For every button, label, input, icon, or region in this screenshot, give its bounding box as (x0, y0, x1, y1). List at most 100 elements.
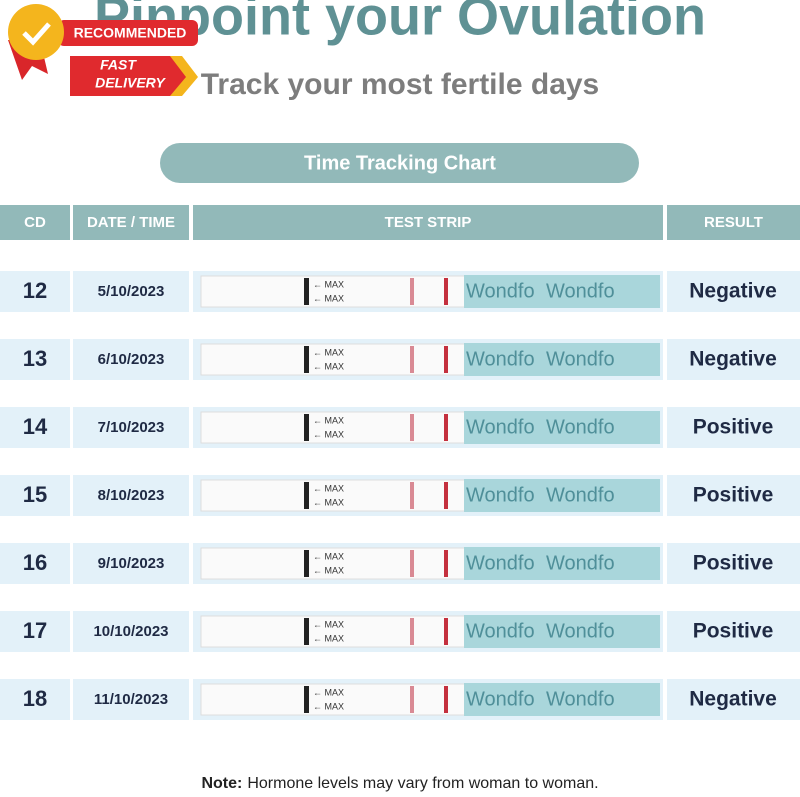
result: Negative (689, 688, 777, 711)
control-line (444, 686, 448, 713)
brand: Wondfo (466, 620, 535, 642)
badges: RECOMMENDED FAST DELIVERY (8, 4, 198, 96)
row-cell (73, 611, 189, 652)
row-cell (73, 543, 189, 584)
brand: Wondfo (466, 552, 535, 574)
strip-bar (304, 686, 309, 713)
row-cell (0, 407, 70, 448)
strip-max: ← MAX (313, 429, 344, 439)
cd: 15 (23, 482, 47, 507)
check (22, 22, 51, 46)
strip-max: ← MAX (313, 701, 344, 711)
brand: Wondfo (466, 348, 535, 370)
control-line (444, 346, 448, 373)
strip-max: ← MAX (313, 619, 344, 629)
strip-max: ← MAX (313, 293, 344, 303)
result: Positive (693, 552, 774, 575)
header-text: DATE / TIME (87, 214, 175, 231)
brand: Wondfo (466, 416, 535, 438)
strip-white (200, 615, 467, 648)
control-line (444, 278, 448, 305)
date: 7/10/2023 (98, 419, 165, 436)
strip-bar (304, 550, 309, 577)
result: Negative (689, 280, 777, 303)
delivery-arrow (70, 56, 196, 96)
badge-text: RECOMMENDED (74, 25, 187, 41)
strip-white (200, 547, 467, 580)
chart-title-pill (160, 143, 639, 183)
cd: 16 (23, 550, 47, 575)
brand: Wondfo (546, 552, 615, 574)
strip-bar (304, 482, 309, 509)
brand: Wondfo (546, 416, 615, 438)
brand: Wondfo (546, 280, 615, 302)
row-cell (667, 679, 800, 720)
result: Positive (693, 620, 774, 643)
date: 6/10/2023 (98, 351, 165, 368)
strip-max: ← MAX (313, 361, 344, 371)
strip-blue (464, 547, 660, 580)
strip-bar (304, 278, 309, 305)
cd: 14 (23, 414, 48, 439)
test-line (410, 482, 414, 509)
note: Note: Hormone levels may vary from woman … (201, 775, 598, 792)
control-line (444, 482, 448, 509)
header-cell (667, 205, 800, 240)
row-cell (0, 611, 70, 652)
control-line (444, 414, 448, 441)
cd: 12 (23, 278, 47, 303)
cd: 13 (23, 346, 47, 371)
date: 9/10/2023 (98, 555, 165, 572)
strip-max: ← MAX (313, 497, 344, 507)
table: CD DATE / TIME TEST STRIP RESULT 12 5/10/2023… (0, 205, 800, 720)
result: Positive (693, 484, 774, 507)
row-cell (0, 475, 70, 516)
test-line (410, 550, 414, 577)
strip-max: ← MAX (313, 687, 344, 697)
subtitle: Track your most fertile days (201, 68, 600, 101)
strip-blue (464, 479, 660, 512)
strip-max: ← MAX (313, 483, 344, 493)
brand: Wondfo (546, 620, 615, 642)
header-text: CD (24, 214, 46, 231)
row-cell (667, 339, 800, 380)
result: Positive (693, 416, 774, 439)
strip-max: ← MAX (313, 347, 344, 357)
row-cell (0, 543, 70, 584)
header-cell (0, 205, 70, 240)
strip-max: ← MAX (313, 551, 344, 561)
strip-blue (464, 683, 660, 716)
strip-max: ← MAX (313, 279, 344, 289)
strip-blue (464, 411, 660, 444)
row-cell (667, 475, 800, 516)
row-cell (0, 679, 70, 720)
row-cell (73, 407, 189, 448)
control-line (444, 618, 448, 645)
date: 11/10/2023 (94, 691, 168, 708)
row-cell (667, 407, 800, 448)
strip-blue (464, 343, 660, 376)
cd: 18 (23, 686, 47, 711)
strip-blue (464, 275, 660, 308)
row-cell (0, 271, 70, 312)
header-text: TEST STRIP (385, 214, 472, 231)
cd: 17 (23, 618, 47, 643)
brand: Wondfo (546, 484, 615, 506)
brand: Wondfo (546, 688, 615, 710)
test-line (410, 278, 414, 305)
badge-text: FAST (100, 57, 137, 73)
chart-title: Time Tracking Chart (304, 152, 496, 174)
test-line (410, 414, 414, 441)
test-line (410, 346, 414, 373)
brand: Wondfo (466, 280, 535, 302)
badge-box (58, 20, 198, 46)
result: Negative (689, 348, 777, 371)
strip-max: ← MAX (313, 565, 344, 575)
strip-bar (304, 346, 309, 373)
strip-white (200, 275, 467, 308)
strip-white (200, 479, 467, 512)
badge-text: DELIVERY (95, 75, 166, 91)
seal (8, 4, 64, 60)
